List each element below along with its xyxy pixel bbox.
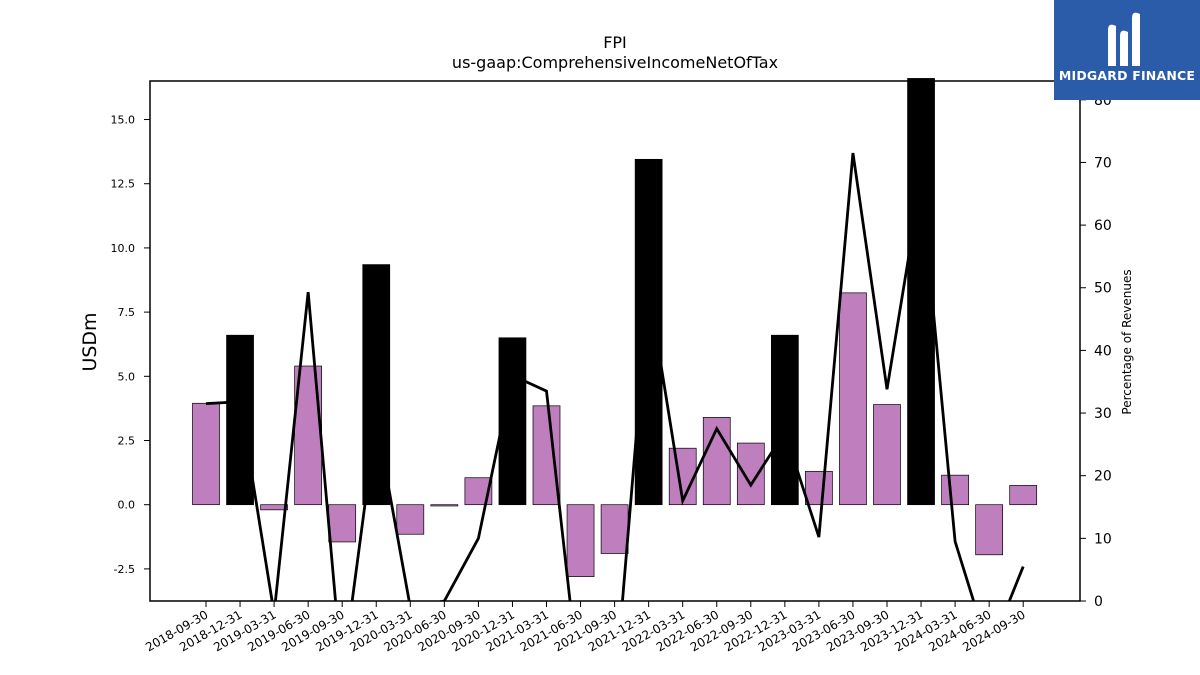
y-tick-label: 12.5 [111,178,136,191]
bar [192,402,220,506]
bar [873,404,901,506]
bar [1009,485,1038,506]
chart-subtitle: us-gaap:ComprehensiveIncomeNetOfTax [452,53,778,72]
bar [532,405,561,506]
bar [839,292,867,506]
y2-tick-label: 50 [1094,281,1112,297]
brand-name: MIDGARD FINANCE [1058,68,1196,83]
bar [907,78,935,506]
bar [430,504,459,507]
bar [941,474,969,506]
bar [736,442,765,506]
y2-tick-label: 0 [1094,594,1103,610]
y2-tick-label: 40 [1094,343,1112,359]
midgard-logo-icon [1108,12,1140,67]
y-axis-label: USDm [79,312,101,371]
y2-tick-label: 70 [1094,155,1112,171]
y-tick-label: 2.5 [118,435,136,448]
y-tick-label: 0.0 [118,499,136,512]
bar [260,504,288,511]
y2-tick-label: 10 [1094,531,1112,547]
brand-logo: MIDGARD FINANCE [1054,0,1200,100]
bar [328,504,357,543]
pct-of-revenue-line [205,152,1025,601]
line-group [205,152,1025,601]
y-tick-label: 5.0 [118,370,136,383]
bar [634,158,663,506]
bar [770,334,799,506]
axes-group: -2.5 0.0 2.5 5.0 7.5 10.0 12.5 15.0 0 10 20 30 40 50 6… [111,80,1112,654]
chart-title: FPI [603,33,627,52]
y2-tick-label: 20 [1094,469,1112,485]
y2-axis-label: Percentage of Revenues [1120,269,1134,414]
bars-group [192,78,1038,577]
y-tick-label: -2.5 [114,563,135,576]
bar [226,334,254,506]
y-tick-label: 15.0 [111,114,136,127]
y-tick-label: 10.0 [111,242,136,255]
y-tick-label: 7.5 [118,306,136,319]
bar [600,504,629,554]
bar [566,504,595,577]
y2-tick-label: 30 [1094,406,1112,422]
y2-tick-label: 60 [1094,218,1112,234]
bar [396,504,425,535]
bar [975,504,1004,556]
bar [805,470,833,506]
